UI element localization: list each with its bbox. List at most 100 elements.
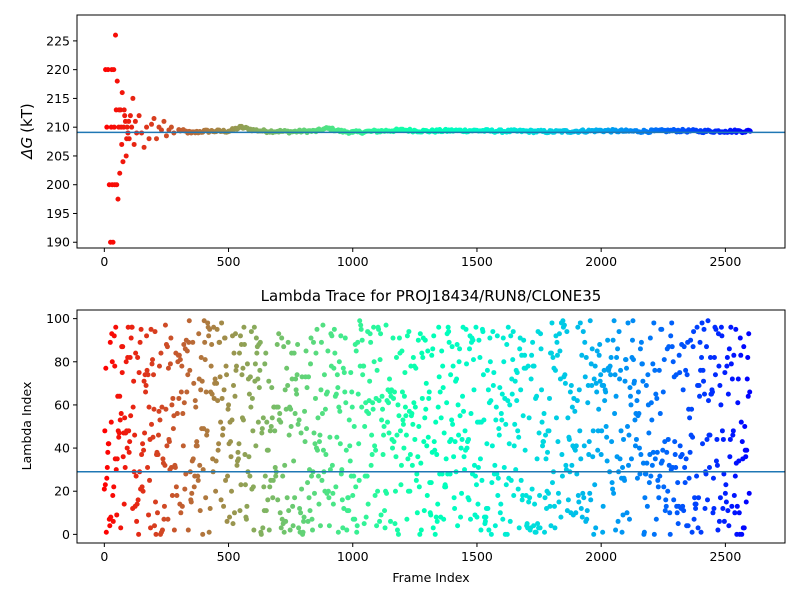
bottom-data-point [490,329,496,335]
bottom-data-point [591,376,597,382]
bottom-data-point [477,354,483,360]
bottom-data-point [572,447,578,453]
bottom-data-point [482,518,488,524]
bottom-data-point [607,363,613,369]
bottom-data-point [707,354,713,360]
bottom-data-point [208,363,214,369]
top-data-point [130,95,136,101]
bottom-data-point [378,512,384,518]
bottom-data-point [564,329,570,335]
bottom-data-point [332,350,338,356]
bottom-data-point [217,374,223,380]
bottom-data-point [539,387,545,393]
bottom-data-point [406,329,412,335]
bottom-data-point [539,419,545,425]
bottom-data-point [551,503,557,509]
bottom-data-point [113,324,119,330]
bottom-data-point [296,417,302,423]
bottom-data-point [508,477,514,483]
bottom-data-point [741,525,747,531]
bottom-data-point [701,378,707,384]
bottom-data-point [735,376,741,382]
bottom-data-point [610,486,616,492]
bottom-data-point [181,342,187,348]
bottom-data-point [458,514,464,520]
bottom-data-point [496,426,502,432]
bottom-data-point [137,339,143,345]
bottom-data-point [417,531,423,537]
bottom-data-point [622,477,628,483]
bottom-data-point [324,389,330,395]
bottom-data-point [251,527,257,533]
bottom-data-point [319,477,325,483]
bottom-data-point [475,464,481,470]
bottom-data-point [423,380,429,386]
bottom-data-point [461,454,467,460]
bottom-data-point [339,497,345,503]
bottom-data-point [639,361,645,367]
bottom-data-point [649,462,655,468]
bottom-data-point [300,529,306,535]
bottom-data-point [206,529,212,535]
bottom-data-point [697,339,703,345]
bottom-data-point [135,497,141,503]
bottom-data-point [403,432,409,438]
bottom-data-point [192,398,198,404]
bottom-data-point [719,428,725,434]
bottom-data-point [709,389,715,395]
bottom-data-point [500,335,506,341]
bottom-data-point [516,525,522,531]
top-y-ticks: 190 195 200 205 210 215 220 225 [46,33,77,250]
bottom-data-point [145,464,151,470]
bottom-data-point [602,398,608,404]
bottom-data-point [707,432,713,438]
bottom-data-point [119,370,125,376]
bottom-data-point [636,411,642,417]
bottom-data-point [401,445,407,451]
bottom-data-point [612,372,618,378]
bottom-data-point [727,454,733,460]
bottom-data-point [625,462,631,468]
bottom-data-point [111,484,117,490]
top-data-point [121,107,127,113]
bottom-data-point [718,324,724,330]
bottom-data-point [221,387,227,393]
bottom-data-point [184,389,190,395]
bottom-data-point [149,361,155,367]
bottom-data-point [354,529,360,535]
bottom-data-point [573,510,579,516]
bottom-data-point [510,329,516,335]
bottom-data-point [588,361,594,367]
bottom-data-point [285,383,291,389]
bottom-data-point [694,473,700,479]
bottom-data-point [600,529,606,535]
bottom-data-point [529,352,535,358]
bottom-data-point [681,344,687,350]
bottom-y-tick-label: 100 [46,311,70,326]
bottom-data-point [689,406,695,412]
bottom-data-point [651,531,657,537]
top-y-axis-label-unit: (kT) [18,103,36,133]
bottom-data-point [374,367,380,373]
top-data-point [151,116,157,122]
bottom-data-point [162,322,168,328]
bottom-data-point [526,499,532,505]
bottom-data-point [308,335,314,341]
bottom-data-point [433,514,439,520]
bottom-data-point [443,456,449,462]
bottom-data-point [436,374,442,380]
bottom-data-point [452,439,458,445]
bottom-data-point [277,510,283,516]
bottom-data-point [351,473,357,479]
bottom-data-point [456,359,462,365]
bottom-data-point [700,441,706,447]
bottom-data-point [492,523,498,529]
bottom-data-point [520,493,526,499]
bottom-data-point [513,467,519,473]
bottom-data-point [624,510,630,516]
bottom-data-point [534,456,540,462]
bottom-data-point [745,354,751,360]
bottom-data-point [486,527,492,533]
bottom-data-point [378,331,384,337]
bottom-data-point [503,482,509,488]
